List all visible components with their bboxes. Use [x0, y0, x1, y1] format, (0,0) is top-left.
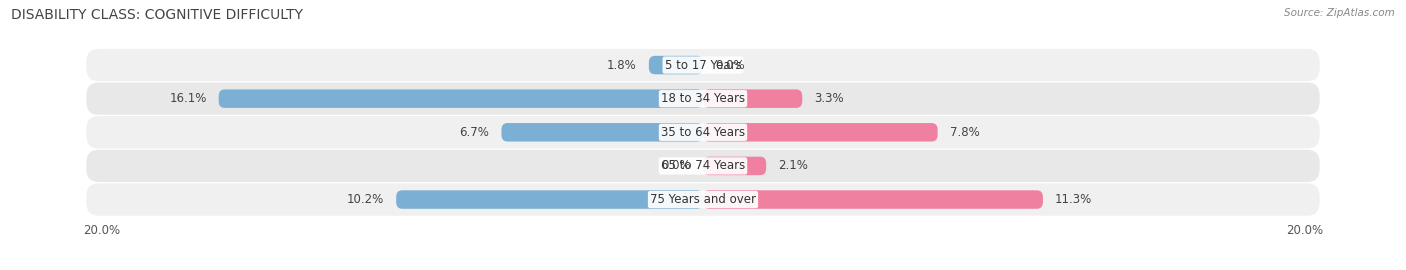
Text: 35 to 64 Years: 35 to 64 Years	[661, 126, 745, 139]
FancyBboxPatch shape	[396, 190, 703, 209]
FancyBboxPatch shape	[703, 89, 803, 108]
FancyBboxPatch shape	[86, 49, 1320, 81]
Text: 18 to 34 Years: 18 to 34 Years	[661, 92, 745, 105]
FancyBboxPatch shape	[703, 157, 766, 175]
FancyBboxPatch shape	[648, 56, 703, 74]
Text: Source: ZipAtlas.com: Source: ZipAtlas.com	[1284, 8, 1395, 18]
FancyBboxPatch shape	[703, 190, 1043, 209]
Text: 1.8%: 1.8%	[607, 59, 637, 72]
Text: 16.1%: 16.1%	[169, 92, 207, 105]
Text: 3.3%: 3.3%	[814, 92, 844, 105]
FancyBboxPatch shape	[86, 183, 1320, 216]
Text: 11.3%: 11.3%	[1054, 193, 1092, 206]
FancyBboxPatch shape	[86, 150, 1320, 182]
FancyBboxPatch shape	[703, 123, 938, 141]
Text: 7.8%: 7.8%	[949, 126, 980, 139]
Text: 65 to 74 Years: 65 to 74 Years	[661, 159, 745, 173]
Text: 2.1%: 2.1%	[778, 159, 808, 173]
Text: 6.7%: 6.7%	[460, 126, 489, 139]
Text: 10.2%: 10.2%	[347, 193, 384, 206]
Text: 0.0%: 0.0%	[661, 159, 690, 173]
Text: 0.0%: 0.0%	[716, 59, 745, 72]
FancyBboxPatch shape	[219, 89, 703, 108]
Text: DISABILITY CLASS: COGNITIVE DIFFICULTY: DISABILITY CLASS: COGNITIVE DIFFICULTY	[11, 8, 304, 22]
Text: 75 Years and over: 75 Years and over	[650, 193, 756, 206]
FancyBboxPatch shape	[86, 116, 1320, 148]
Text: 5 to 17 Years: 5 to 17 Years	[665, 59, 741, 72]
FancyBboxPatch shape	[86, 83, 1320, 115]
FancyBboxPatch shape	[502, 123, 703, 141]
